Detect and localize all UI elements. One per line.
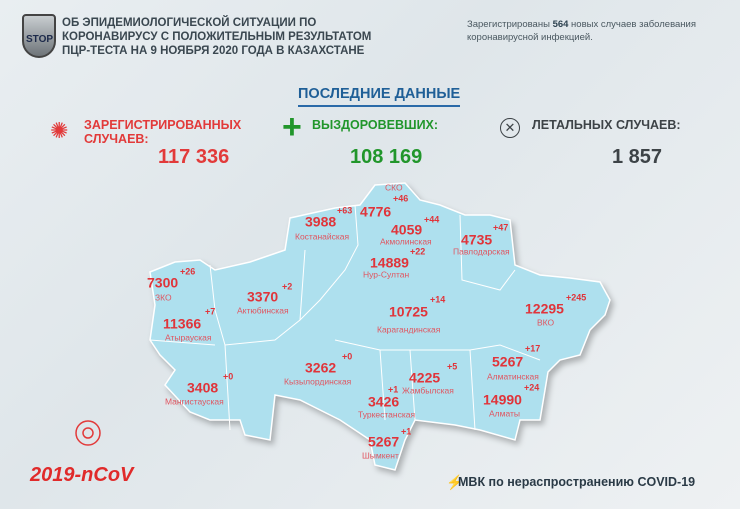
- region-name: Павлодарская: [453, 246, 510, 257]
- region-increase: +245: [566, 292, 587, 303]
- region-name: Алматы: [489, 408, 521, 419]
- logo-text: STOP: [26, 34, 54, 45]
- region-cases: 12295: [525, 300, 564, 317]
- region-name: Нур-Султан: [363, 269, 410, 280]
- region-cases: 5267: [492, 353, 524, 370]
- page-title: ОБ ЭПИДЕМИОЛОГИЧЕСКОЙ СИТУАЦИИ ПО КОРОНА…: [62, 16, 442, 58]
- region-increase: +24: [524, 382, 540, 393]
- region-cases: 3408: [187, 379, 219, 396]
- note-suffix: новых случаев заболевания коронавирусной…: [467, 19, 697, 43]
- region-name: Костанайская: [295, 231, 350, 242]
- region-cases: 3370: [247, 288, 279, 305]
- region-cases: 3426: [368, 393, 400, 410]
- region-name: Акмолинская: [380, 236, 432, 247]
- region-cases: 14990: [483, 391, 522, 408]
- region-increase: +22: [410, 246, 426, 257]
- recovered-label: ВЫЗДОРОВЕВШИХ:: [312, 118, 439, 132]
- region-name: Атырауская: [165, 332, 212, 343]
- region-increase: +47: [493, 222, 509, 233]
- region-name: Шымкент: [362, 450, 399, 461]
- registered-label: ЗАРЕГИСТРИРОВАННЫХ СЛУЧАЕВ:: [84, 118, 241, 146]
- region-increase: +26: [180, 266, 196, 277]
- region-increase: +0: [342, 351, 353, 362]
- registered-label-1: ЗАРЕГИСТРИРОВАННЫХ: [84, 118, 242, 132]
- region-cases: 5267: [368, 433, 400, 450]
- region-increase: +63: [337, 205, 353, 216]
- region-increase: +14: [430, 294, 446, 305]
- region-name: Алматинская: [487, 371, 539, 382]
- region-cases: 11366: [163, 315, 202, 332]
- region-increase: +1: [388, 384, 399, 395]
- region-name: Актюбинская: [237, 305, 289, 316]
- new-cases-note: Зарегистрированы 564 новых случаев забол…: [467, 18, 707, 44]
- region-increase: +17: [525, 343, 541, 354]
- x-circle-icon: ✕: [500, 118, 520, 138]
- region-name: Карагандинская: [377, 324, 441, 335]
- region-name: ВКО: [537, 317, 555, 328]
- deaths-value: 1 857: [612, 146, 663, 168]
- virus-icon: ✺: [50, 118, 69, 143]
- region-name: СКО: [385, 182, 403, 193]
- title-line: КОРОНАВИРУСУ С ПОЛОЖИТЕЛЬНЫМ РЕЗУЛЬТАТОМ: [62, 31, 372, 43]
- region-cases: 4776: [360, 203, 392, 220]
- region-name: Кызылординская: [284, 376, 352, 387]
- region-cases: 4225: [409, 369, 441, 386]
- virus-icon-decor: [75, 420, 101, 446]
- region-name: Туркестанская: [358, 409, 416, 420]
- note-prefix: Зарегистрированы: [467, 19, 553, 30]
- registered-value: 117 336: [158, 146, 230, 168]
- section-title: ПОСЛЕДНИЕ ДАННЫЕ: [298, 86, 461, 107]
- region-cases: 14889: [370, 254, 409, 271]
- region-name: Жамбылская: [402, 385, 454, 396]
- stop-logo: STOP: [22, 14, 56, 58]
- region-cases: 3262: [305, 359, 337, 376]
- plus-icon: +: [282, 108, 302, 146]
- region-cases: 10725: [389, 303, 428, 320]
- mvk-label: МВК по нераспространению COVID-19: [458, 475, 696, 489]
- lightning-icon: ⚡: [446, 474, 464, 490]
- region-increase: +2: [282, 281, 293, 292]
- region-increase: +0: [223, 371, 234, 382]
- registered-label-2: СЛУЧАЕВ:: [84, 132, 149, 146]
- recovered-value: 108 169: [350, 146, 423, 168]
- title-line: ПЦР-ТЕСТА НА 9 НОЯБРЯ 2020 ГОДА В КАЗАХС…: [62, 45, 365, 57]
- ncov-label: 2019-nCoV: [30, 464, 134, 486]
- title-line: ОБ ЭПИДЕМИОЛОГИЧЕСКОЙ СИТУАЦИИ ПО: [62, 17, 317, 29]
- region-cases: 7300: [147, 274, 179, 291]
- region-increase: +1: [401, 426, 412, 437]
- region-cases: 3988: [305, 213, 337, 230]
- new-cases-count: 564: [552, 19, 569, 30]
- region-cases: 4735: [461, 231, 493, 248]
- region-increase: +7: [205, 306, 216, 317]
- region-increase: +5: [447, 361, 458, 372]
- region-increase: +46: [393, 193, 409, 204]
- region-borders: [149, 204, 541, 431]
- region-cases: 4059: [391, 221, 423, 238]
- region-name: Мангистауская: [165, 396, 224, 407]
- map-outline: [149, 182, 611, 471]
- region-name: ЗКО: [155, 292, 172, 303]
- region-increase: +44: [424, 214, 440, 225]
- deaths-label: ЛЕТАЛЬНЫХ СЛУЧАЕВ:: [532, 118, 681, 132]
